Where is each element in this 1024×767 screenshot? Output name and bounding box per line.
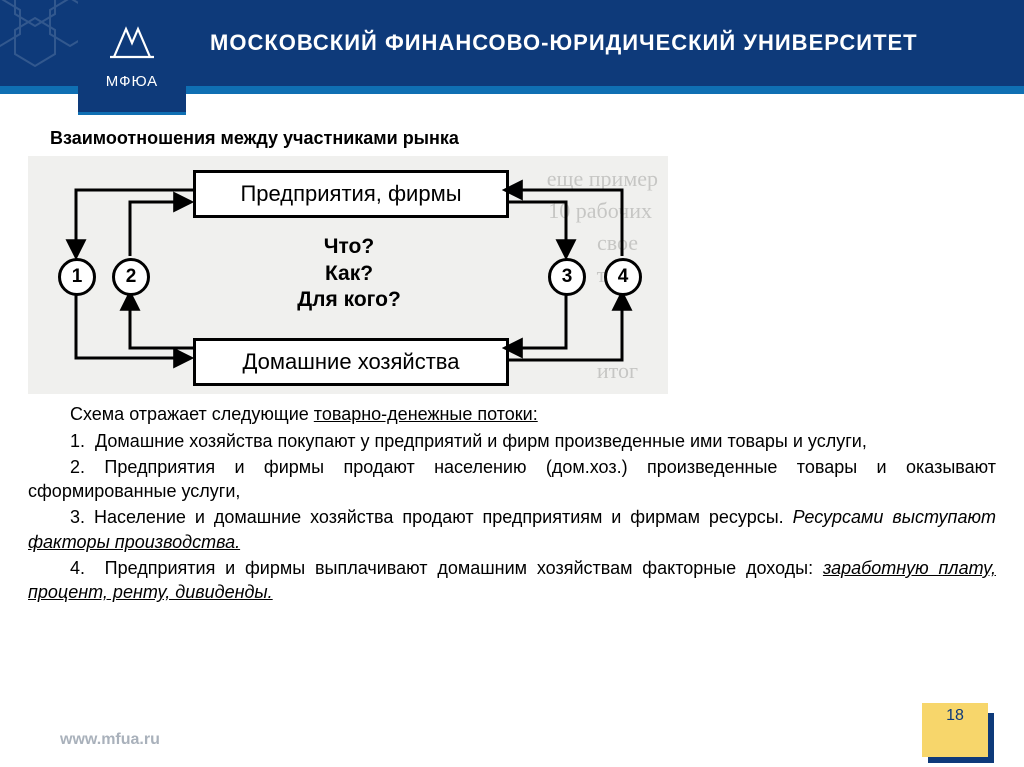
- flow-item-3: 3. Население и домашние хозяйства продаю…: [28, 505, 996, 554]
- schema-intro-prefix: Схема отражает следующие: [70, 404, 314, 424]
- question-how: Как?: [286, 261, 412, 287]
- question-forwhom: Для кого?: [286, 287, 412, 313]
- slide-content: Взаимоотношения между участниками рынка …: [0, 94, 1024, 605]
- logo-icon: [108, 23, 156, 67]
- schema-intro-underlined: товарно-денежные потоки:: [314, 404, 538, 424]
- flow-item-4: 4. Предприятия и фирмы выплачивают домаш…: [28, 556, 996, 605]
- section-title: Взаимоотношения между участниками рынка: [50, 126, 996, 150]
- logo-abbrev: МФЮА: [106, 73, 158, 90]
- schema-intro: Схема отражает следующие товарно-денежны…: [28, 402, 996, 426]
- flow-item-2: 2. Предприятия и фирмы продают населению…: [28, 455, 996, 504]
- question-what: Что?: [286, 234, 412, 260]
- university-title: МОСКОВСКИЙ ФИНАНСОВО-ЮРИДИЧЕСКИЙ УНИВЕРС…: [210, 30, 918, 56]
- page-number: 18: [922, 703, 988, 757]
- circular-flow-diagram: еще пример 10 рабочих свое труд итог: [28, 156, 668, 394]
- center-questions: Что? Как? Для кого?: [286, 234, 412, 313]
- footer-url: www.mfua.ru: [60, 731, 160, 749]
- slide-footer: www.mfua.ru: [0, 731, 1024, 749]
- flow-item-1: 1. Домашние хозяйства покупают у предпри…: [28, 429, 996, 453]
- logo-block: МФЮА: [78, 0, 186, 115]
